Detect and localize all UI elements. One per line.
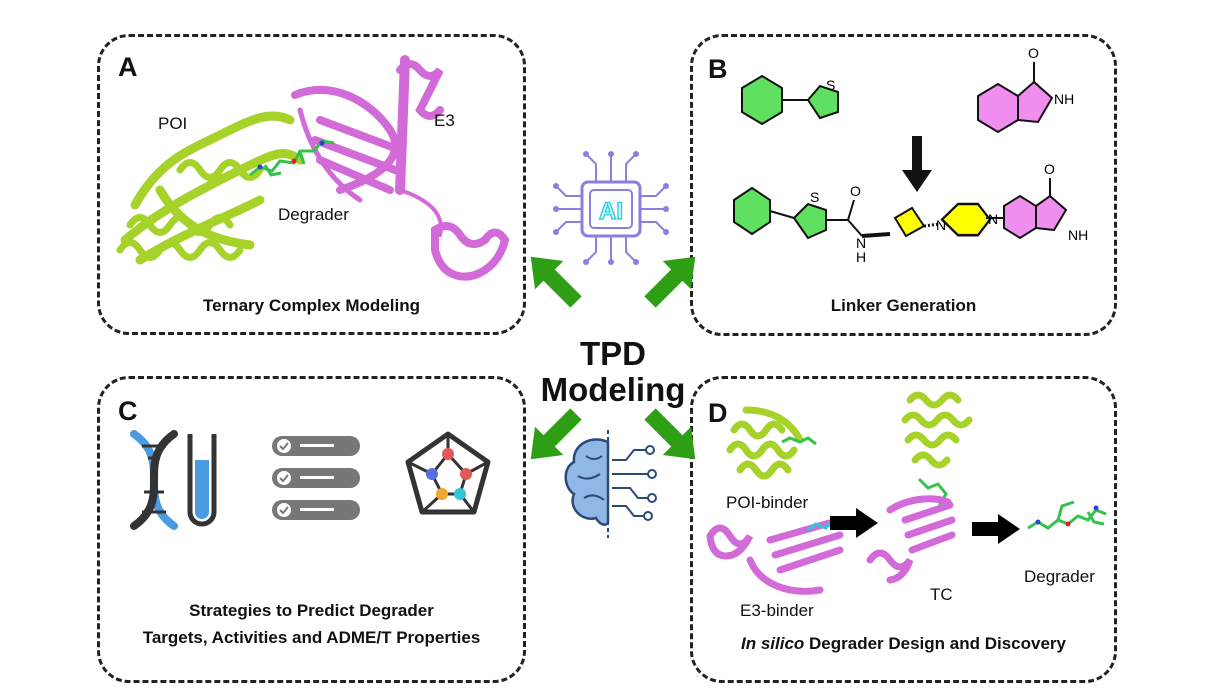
poi-binder-label: POI-binder bbox=[726, 493, 809, 512]
center-title: TPD Modeling bbox=[540, 336, 686, 408]
panel-d-caption-italic: In silico bbox=[740, 634, 805, 653]
center-title-line2: Modeling bbox=[540, 371, 686, 408]
poi-label: POI bbox=[158, 114, 188, 133]
degrader-design-illustration bbox=[706, 391, 1107, 595]
nh-label-2: NH bbox=[1068, 227, 1088, 243]
panel-b bbox=[690, 34, 1117, 336]
green-arrows bbox=[530, 256, 696, 460]
panel-d bbox=[690, 376, 1117, 683]
e3-protein bbox=[291, 55, 510, 281]
panel-d-caption-rest: Degrader Design and Discovery bbox=[804, 634, 1066, 653]
e3-binder-label: E3-binder bbox=[740, 601, 814, 620]
poi-protein bbox=[116, 111, 305, 265]
arrow-to-tc bbox=[830, 508, 878, 538]
dna-icon bbox=[130, 430, 178, 530]
tc-label: TC bbox=[930, 585, 953, 604]
nh-label-1: NH bbox=[1054, 91, 1074, 107]
degrader-d-label: Degrader bbox=[1024, 567, 1095, 586]
ternary-complex-illustration bbox=[116, 55, 510, 281]
panel-c bbox=[97, 376, 526, 683]
poi-binder-protein bbox=[726, 406, 804, 480]
n-label-2: N bbox=[988, 211, 998, 227]
panel-b-letter: B bbox=[708, 54, 728, 84]
o-label-3: O bbox=[1044, 161, 1055, 177]
degrader-label: Degrader bbox=[278, 205, 349, 224]
o-label-1: O bbox=[1028, 45, 1039, 61]
s-label-1: S bbox=[826, 77, 835, 93]
n-amide-label: N bbox=[856, 235, 866, 251]
checklist-icon bbox=[272, 436, 360, 520]
h-amide-label: H bbox=[856, 249, 866, 265]
panel-a-caption: Ternary Complex Modeling bbox=[203, 296, 420, 315]
panel-c-caption-line1: Strategies to Predict Degrader bbox=[189, 601, 434, 620]
brain-circuit-icon bbox=[564, 430, 657, 538]
e3-binder-protein bbox=[706, 516, 844, 595]
panel-a bbox=[97, 34, 526, 335]
down-arrow bbox=[902, 136, 932, 192]
panel-c-caption-line2: Targets, Activities and ADME/T Propertie… bbox=[142, 628, 481, 647]
ai-chip-text: AI bbox=[599, 198, 623, 225]
center-title-line1: TPD bbox=[580, 335, 646, 372]
o-label-2: O bbox=[850, 183, 861, 199]
ai-chip-icon: AI bbox=[553, 151, 669, 265]
panel-c-letter: C bbox=[118, 396, 138, 426]
panel-b-caption: Linker Generation bbox=[830, 296, 977, 315]
molecular-network-icon bbox=[405, 431, 491, 515]
isoindolinone-fragment bbox=[977, 62, 1054, 134]
phenyl-thiophene-fragment bbox=[741, 74, 839, 126]
degrader-molecule bbox=[1027, 500, 1107, 530]
s-label-2: S bbox=[810, 189, 819, 205]
linker-generation-illustration: S O NH S O N H N N O NH bbox=[733, 45, 1088, 265]
degrader-ligand bbox=[249, 139, 335, 177]
panel-d-letter: D bbox=[708, 398, 728, 428]
test-tube-icon bbox=[187, 434, 217, 527]
tc-complex bbox=[866, 391, 973, 584]
n-label-1: N bbox=[936, 217, 946, 233]
product-molecule bbox=[733, 178, 1068, 240]
panel-a-letter: A bbox=[118, 52, 138, 82]
e3-label: E3 bbox=[434, 111, 455, 130]
panel-d-caption: In silico Degrader Design and Discovery bbox=[690, 634, 1117, 654]
arrow-to-degrader bbox=[972, 514, 1020, 544]
